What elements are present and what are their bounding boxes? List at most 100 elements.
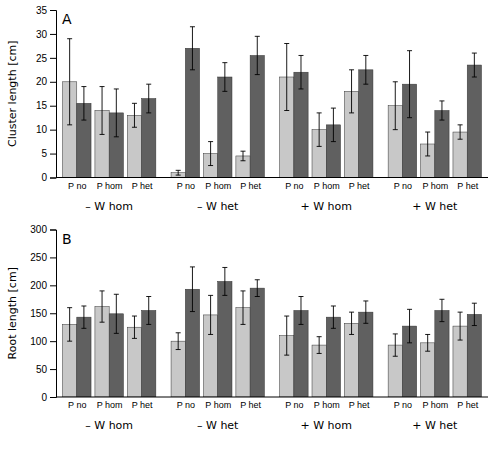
- x-tick-label: P no: [68, 400, 86, 410]
- x-tick-label: P no: [177, 400, 195, 410]
- x-tick: P het: [457, 400, 478, 410]
- y-tick-label: 0: [41, 172, 47, 183]
- y-tick-label: 300: [30, 224, 47, 235]
- bar: [326, 317, 340, 397]
- y-tick: 35: [36, 5, 56, 16]
- error-bar: [100, 87, 105, 135]
- y-tick-mark: [50, 178, 56, 179]
- x-tick-label: P no: [177, 181, 195, 191]
- x-tick-label: P het: [349, 181, 370, 191]
- error-bar: [190, 27, 195, 70]
- bar-series: [77, 48, 482, 177]
- error-bar: [349, 70, 354, 113]
- x-tick-label: P het: [349, 400, 370, 410]
- bar: [218, 281, 232, 397]
- x-tick-label: P hom: [97, 400, 123, 410]
- y-tick-label: 5: [41, 148, 47, 159]
- error-bar: [81, 87, 86, 121]
- x-tick: P hom: [422, 181, 448, 191]
- error-bar: [458, 125, 463, 139]
- x-tick-label: P het: [457, 181, 478, 191]
- error-bar: [208, 295, 213, 334]
- x-tick: P het: [240, 181, 261, 191]
- x-tick-label: P no: [394, 400, 412, 410]
- error-bar: [439, 101, 444, 120]
- y-axis-title: Root length [cm]: [6, 267, 19, 359]
- error-bar: [349, 312, 354, 334]
- error-bar: [67, 308, 72, 342]
- y-tick: 0: [41, 392, 56, 403]
- error-bar: [176, 333, 181, 350]
- y-tick-mark: [50, 34, 56, 35]
- error-bar: [100, 291, 105, 322]
- y-tick: 300: [30, 224, 56, 235]
- x-tick-label: P no: [68, 181, 86, 191]
- x-tick-label: P het: [457, 400, 478, 410]
- bar: [467, 314, 481, 397]
- error-bar: [298, 297, 303, 325]
- y-tick: 30: [36, 29, 56, 40]
- x-axis: P no P hom P het P no P hom P het P no P hom P h…: [68, 400, 479, 410]
- y-tick-mark: [50, 230, 56, 231]
- panel: 050100150200250300P noP homP hetP noP ho…: [6, 224, 488, 432]
- bar: [435, 310, 449, 397]
- chart: 0 5 10 15 20 25 30 35 P no P hom P het P no P hom P h…: [0, 0, 500, 449]
- panel-title: A: [62, 11, 72, 27]
- y-tick-mark: [50, 106, 56, 107]
- y-tick: 100: [30, 336, 56, 347]
- error-bar: [176, 170, 181, 175]
- x-tick: P hom: [205, 400, 231, 410]
- x-tick-label: P hom: [314, 400, 340, 410]
- error-bar: [407, 51, 412, 118]
- x-tick: P no: [285, 400, 303, 410]
- y-axis: 0 5 10 15 20 25 30 35: [36, 5, 57, 184]
- panel: 0 5 10 15 20 25 30 35 P no P hom P het P no P hom P h…: [6, 5, 488, 213]
- y-tick: 15: [36, 100, 56, 111]
- y-tick: 150: [30, 308, 56, 319]
- error-bar: [81, 306, 86, 328]
- error-bar: [284, 316, 289, 355]
- x-tick: P no: [68, 400, 86, 410]
- y-tick-mark: [50, 58, 56, 59]
- error-bar: [284, 44, 289, 111]
- x-tick-label: P het: [240, 181, 261, 191]
- group-label: + W hom: [301, 419, 353, 432]
- y-tick-mark: [50, 257, 56, 258]
- x-tick-label: P hom: [422, 400, 448, 410]
- error-bar: [439, 299, 444, 321]
- error-bar: [331, 108, 336, 142]
- plot-area: [63, 27, 482, 178]
- x-tick: P hom: [314, 181, 340, 191]
- error-bar: [146, 297, 151, 325]
- y-tick-label: 250: [30, 252, 47, 263]
- x-tick: P no: [177, 181, 195, 191]
- error-bar: [114, 294, 119, 333]
- y-tick-label: 0: [41, 392, 47, 403]
- x-tick: P hom: [422, 400, 448, 410]
- error-bar: [363, 301, 368, 323]
- x-tick: P no: [177, 400, 195, 410]
- error-bar: [241, 291, 246, 325]
- x-axis: P noP homP hetP noP homP hetP noP homP h…: [68, 181, 479, 191]
- x-tick-label: P hom: [97, 181, 123, 191]
- y-tick: 0: [41, 172, 56, 183]
- y-tick-label: 15: [36, 100, 48, 111]
- y-axis-line: [50, 230, 57, 398]
- y-tick-label: 20: [36, 76, 48, 87]
- x-tick: P het: [240, 400, 261, 410]
- group-label: – W het: [197, 419, 239, 432]
- error-bar: [208, 142, 213, 166]
- y-tick: 10: [36, 124, 56, 135]
- error-bars: [81, 267, 476, 343]
- bar: [218, 77, 232, 178]
- bar-series: [77, 281, 482, 397]
- error-bar: [317, 113, 322, 146]
- y-tick: 200: [30, 280, 56, 291]
- y-tick-mark: [50, 341, 56, 342]
- x-axis-line: [56, 177, 488, 178]
- y-tick-label: 25: [36, 53, 48, 64]
- panel-title: B: [62, 231, 72, 247]
- y-tick-mark: [50, 313, 56, 314]
- group-label: + W het: [412, 200, 458, 213]
- error-bar: [393, 334, 398, 356]
